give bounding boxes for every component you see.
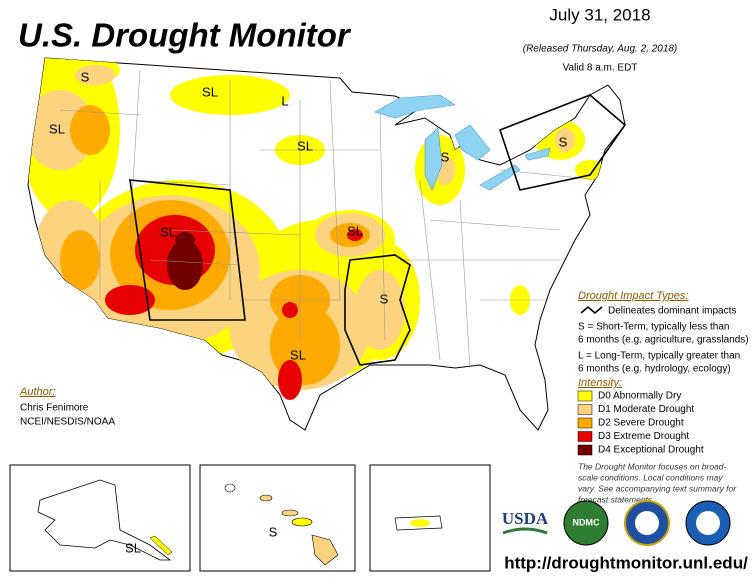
author-org: NCEI/NESDIS/NOAA bbox=[20, 417, 115, 428]
lake-ontario bbox=[524, 147, 551, 161]
island bbox=[224, 483, 236, 493]
impact-label: SL bbox=[290, 347, 306, 362]
island bbox=[311, 534, 339, 566]
legend-swatch bbox=[577, 444, 593, 456]
impact-label: S bbox=[559, 134, 568, 149]
long-term-text: L = Long-Term, typically greater than bbox=[578, 351, 740, 362]
puerto-rico-dry-area bbox=[410, 519, 430, 527]
legend-label: D3 Extreme Drought bbox=[598, 431, 689, 442]
drought-area bbox=[355, 270, 405, 350]
island bbox=[259, 494, 273, 502]
drought-area bbox=[70, 105, 110, 155]
short-term-text: S = Short-Term, typically less than bbox=[578, 322, 729, 333]
island bbox=[281, 509, 299, 517]
drought-area bbox=[555, 128, 575, 152]
note: The Drought Monitor focuses on broad- bbox=[578, 461, 727, 471]
alaska bbox=[37, 479, 172, 561]
drought-area bbox=[75, 65, 115, 85]
drought-area bbox=[278, 360, 302, 400]
drought-area bbox=[282, 302, 298, 318]
date: July 31, 2018 bbox=[549, 5, 650, 24]
legend-label: D0 Abnormally Dry bbox=[598, 391, 681, 402]
hawaii-islands bbox=[224, 483, 339, 566]
lake-erie bbox=[479, 164, 521, 191]
impact-label: S bbox=[81, 69, 90, 84]
short-term-text: 6 months (e.g. agriculture, grasslands) bbox=[578, 335, 749, 346]
impact-label: L bbox=[281, 93, 288, 108]
alaska-dry-area bbox=[149, 535, 173, 556]
author-name: Chris Fenimore bbox=[20, 403, 89, 414]
note: forecast statements. bbox=[578, 494, 655, 504]
lake-michigan bbox=[424, 127, 443, 191]
impact-label: S bbox=[380, 291, 389, 306]
title: U.S. Drought Monitor bbox=[18, 17, 352, 54]
usda-logo-swoosh bbox=[502, 527, 548, 535]
url: http://droughtmonitor.unl.edu/ bbox=[504, 553, 748, 572]
drought-area bbox=[28, 90, 95, 170]
legend-swatch bbox=[577, 390, 593, 402]
impact-label: S bbox=[441, 149, 450, 164]
impact-label: SL bbox=[160, 224, 176, 239]
noaa-logo-center bbox=[696, 511, 720, 535]
author-heading: Author: bbox=[19, 386, 55, 398]
impact-heading: Drought Impact Types: bbox=[578, 290, 688, 302]
drought-area bbox=[105, 285, 155, 315]
legend-swatch bbox=[577, 417, 593, 429]
impact-delineation bbox=[129, 94, 627, 366]
ndmc-logo-text: NDMC bbox=[573, 517, 600, 527]
impact-line-icon bbox=[580, 305, 603, 315]
note: vary. See accompanying text summary for bbox=[578, 483, 737, 493]
great-lakes bbox=[374, 94, 551, 191]
legend-swatch bbox=[577, 431, 593, 442]
legend-swatch bbox=[577, 404, 593, 415]
drought-area bbox=[167, 240, 203, 290]
impact-label: S bbox=[269, 524, 278, 539]
impact-label: SL bbox=[202, 84, 218, 99]
drought-area bbox=[175, 232, 195, 248]
usda-logo: USDA bbox=[502, 509, 549, 528]
intensity-legend: D0 Abnormally Dry D1 Moderate Drought D2 S… bbox=[577, 390, 704, 456]
lake-superior bbox=[374, 94, 456, 119]
commerce-logo-center bbox=[635, 511, 659, 535]
release-date: (Released Thursday, Aug. 2, 2018) bbox=[523, 44, 678, 55]
drought-area bbox=[60, 230, 100, 290]
long-term-text: 6 months (e.g. hydrology, ecology) bbox=[578, 364, 731, 375]
island bbox=[291, 517, 313, 527]
legend-label: D2 Severe Drought bbox=[598, 418, 684, 429]
impact-label: SL bbox=[297, 138, 313, 153]
impact-label: SL bbox=[49, 121, 65, 136]
impact-label: SL bbox=[125, 540, 141, 555]
intensity-heading: Intensity: bbox=[578, 377, 622, 389]
note: scale conditions. Local conditions may bbox=[578, 472, 723, 482]
impact-label: SL bbox=[347, 223, 363, 238]
valid-time: Valid 8 a.m. EDT bbox=[563, 63, 638, 74]
impact-line-text: Delineates dominant impacts bbox=[608, 306, 736, 317]
legend-label: D4 Exceptional Drought bbox=[598, 445, 704, 456]
ndmc-logo bbox=[563, 500, 609, 546]
lake-huron bbox=[454, 124, 491, 161]
legend-label: D1 Moderate Drought bbox=[598, 404, 694, 415]
drought-area bbox=[347, 229, 363, 241]
